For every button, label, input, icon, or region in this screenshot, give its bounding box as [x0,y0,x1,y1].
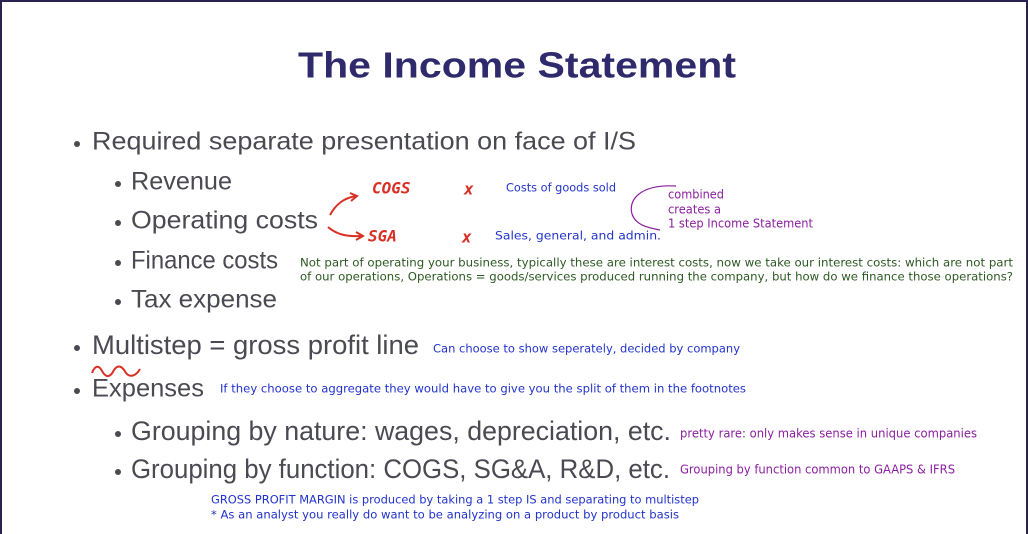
bullet [115,181,121,187]
bullet-text: Multistep = gross profit line [92,330,419,360]
handwriting: x [461,228,472,247]
bullet [115,220,121,226]
sub-bullet-text: Grouping by function: COGS, SG&A, R&D, e… [131,454,670,484]
handwriting: x [463,180,474,199]
bullet [115,469,121,475]
bracket [630,185,677,231]
sub-bullet-text: Revenue [131,168,232,196]
bullet [74,345,80,351]
note: Grouping by function common to GAAPS & I… [680,463,955,477]
bullet [115,299,121,305]
note: Can choose to show seperately, decided b… [433,342,740,356]
arrow [329,192,359,216]
note: * As an analyst you really do want to be… [211,508,679,522]
sub-bullet-text: Grouping by nature: wages, depreciation,… [131,416,671,446]
title: The Income Statement [298,45,736,86]
note: Costs of goods sold [506,181,616,195]
handwriting: SGA [368,227,397,246]
bullet-text: Expenses [92,375,204,403]
note: pretty rare: only makes sense in unique … [680,427,977,441]
note: of our operations, Operations = goods/se… [300,270,1013,284]
note: Sales, general, and admin. [495,229,661,243]
sub-bullet-text: Finance costs [131,247,278,275]
sub-bullet-text: Tax expense [131,286,277,314]
arrow [327,226,366,241]
bullet [115,260,121,266]
bullet [115,431,121,437]
bullet-text: Required separate presentation on face o… [92,128,636,156]
handwriting: COGS [372,179,411,198]
note: combined [668,188,724,202]
bullet [74,141,80,147]
sub-bullet-text: Operating costs [131,207,318,235]
note: GROSS PROFIT MARGIN is produced by takin… [211,493,699,507]
note: creates a [668,203,721,217]
note: If they choose to aggregate they would h… [220,382,746,396]
note: 1 step Income Statement [668,217,813,231]
note: Not part of operating your business, typ… [300,256,1013,270]
squiggle [91,365,141,378]
bullet [74,388,80,394]
